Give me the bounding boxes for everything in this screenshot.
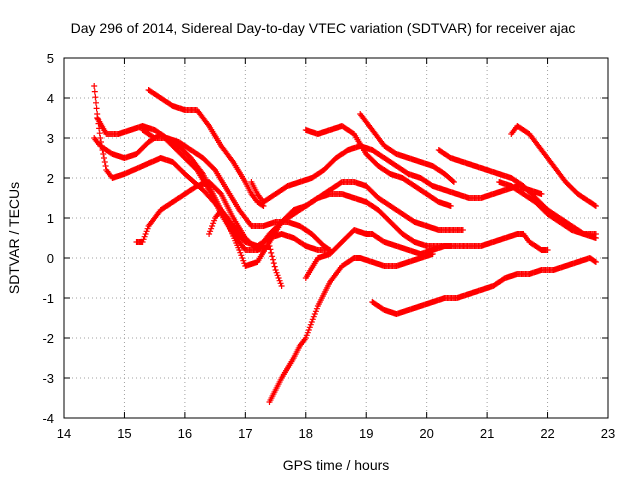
x-tick-label: 19 (359, 426, 373, 441)
x-tick-label: 15 (117, 426, 131, 441)
x-tick-label: 20 (419, 426, 433, 441)
x-tick-label: 22 (540, 426, 554, 441)
series-sat-6 (206, 207, 249, 245)
x-tick-label: 21 (480, 426, 494, 441)
series-marks (496, 179, 599, 237)
series-sat-13 (266, 251, 436, 405)
grid (64, 58, 608, 418)
y-axis-label: SDTVAR / TECUs (6, 182, 22, 294)
chart-title: Day 296 of 2014, Sidereal Day-to-day VTE… (71, 20, 576, 36)
y-tick-label: 2 (47, 171, 54, 186)
y-tick-label: -4 (42, 411, 54, 426)
series-marks (302, 123, 454, 209)
y-tick-label: 5 (47, 51, 54, 66)
series-sat-5 (133, 179, 285, 289)
series-marks (302, 227, 551, 281)
x-tick-label: 23 (601, 426, 615, 441)
series-sat-11 (508, 123, 599, 209)
x-tick-label: 17 (238, 426, 252, 441)
series-marks (145, 87, 267, 209)
x-tick-label: 16 (178, 426, 192, 441)
series-marks (94, 115, 466, 269)
y-tick-label: -3 (42, 371, 54, 386)
series-marks (357, 111, 457, 185)
x-tick-label: 14 (57, 426, 71, 441)
series-marks (369, 255, 599, 317)
series-sat-16 (139, 127, 333, 253)
y-tick-label: 3 (47, 131, 54, 146)
y-tick-label: 4 (47, 91, 54, 106)
series-sat-8 (302, 123, 454, 209)
series-sat-14 (302, 227, 551, 281)
series-layer (91, 83, 599, 405)
x-axis-label: GPS time / hours (283, 457, 390, 473)
series-marks (266, 251, 436, 405)
series-marks (133, 179, 285, 289)
series-sat-4 (145, 87, 267, 209)
y-tick-label: 1 (47, 211, 54, 226)
series-sat-12 (496, 179, 599, 237)
series-sat-15 (369, 255, 599, 317)
series-sat-9 (357, 111, 457, 185)
series-sat-3 (94, 115, 466, 269)
plot-frame (63, 57, 609, 419)
series-marks (508, 123, 599, 209)
y-tick-label: 0 (47, 251, 54, 266)
series-marks (206, 207, 249, 245)
series-marks (139, 127, 333, 253)
x-tick-label: 18 (299, 426, 313, 441)
y-tick-label: -1 (42, 291, 54, 306)
y-tick-label: -2 (42, 331, 54, 346)
